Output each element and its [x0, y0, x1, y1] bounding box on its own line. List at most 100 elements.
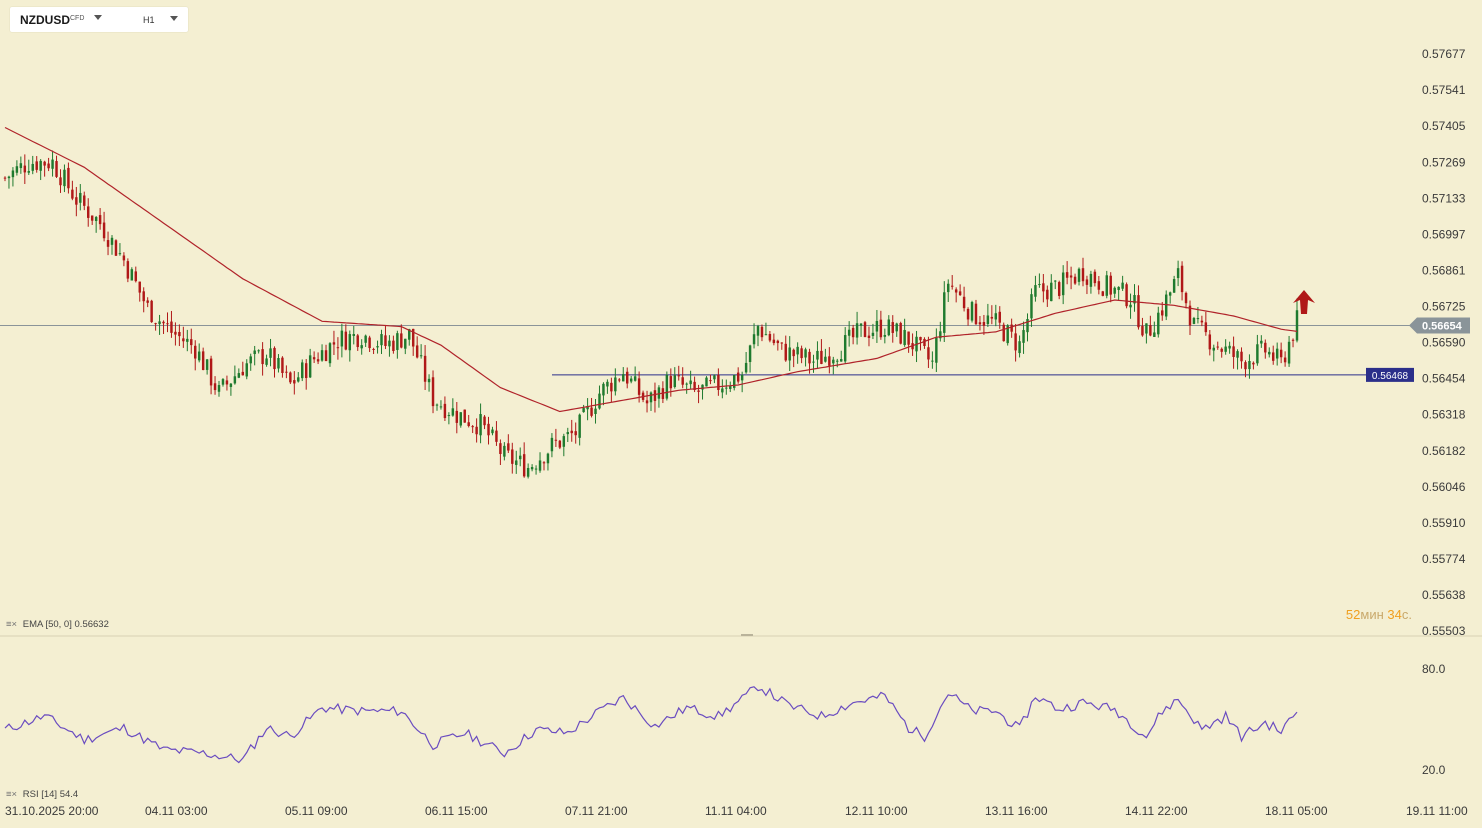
bull-candle: [883, 335, 887, 337]
bear-candle: [384, 335, 387, 346]
bear-candle: [1002, 324, 1005, 342]
bull-candle: [1256, 344, 1259, 364]
y-tick-label: 0.57405: [1422, 119, 1466, 133]
bull-candle: [1026, 318, 1029, 333]
bull-candle: [855, 323, 859, 338]
bear-candle: [55, 161, 58, 177]
bear-candle: [776, 340, 780, 344]
bear-candle: [174, 331, 177, 335]
bull-candle: [1054, 280, 1057, 282]
bear-candle: [90, 215, 94, 221]
bear-candle: [1279, 349, 1283, 358]
bull-candle: [546, 453, 550, 464]
bull-candle: [1050, 282, 1053, 302]
bear-candle: [974, 303, 978, 325]
bear-candle: [717, 374, 720, 390]
bull-candle: [725, 387, 728, 389]
bear-candle: [978, 322, 982, 325]
bear-candle: [709, 380, 712, 382]
bull-candle: [649, 392, 653, 403]
bear-candle: [966, 308, 970, 320]
bear-candle: [102, 222, 106, 239]
bull-candle: [439, 406, 443, 408]
bear-candle: [1125, 284, 1128, 307]
bull-candle: [31, 163, 34, 171]
timeframe-dropdown-chevron-icon[interactable]: [170, 16, 178, 21]
bear-candle: [792, 349, 795, 357]
bear-candle: [87, 206, 90, 218]
bull-candle: [419, 355, 423, 357]
bull-candle: [118, 253, 122, 255]
bear-candle: [570, 430, 573, 434]
bull-candle: [1192, 317, 1196, 324]
y-tick-label: 0.55503: [1422, 624, 1466, 638]
bear-candle: [134, 271, 138, 282]
bear-candle: [1093, 271, 1097, 284]
bear-candle: [610, 382, 613, 392]
bear-candle: [1141, 325, 1144, 336]
bars-icon[interactable]: ≡: [6, 619, 12, 630]
bear-candle: [126, 261, 130, 279]
bear-candle: [475, 426, 478, 435]
bull-candle: [752, 334, 756, 345]
bull-candle: [1061, 272, 1065, 296]
bull-candle: [633, 376, 637, 381]
bear-candle: [950, 285, 954, 287]
rsi-label: RSI [14]: [22, 789, 58, 800]
bull-candle: [197, 351, 201, 361]
rsi-line: [4, 686, 1298, 764]
bear-candle: [150, 300, 153, 323]
bull-candle: [740, 374, 744, 381]
bear-candle: [808, 351, 811, 364]
bear-candle: [511, 449, 514, 464]
bear-candle: [669, 376, 673, 389]
bull-candle: [895, 323, 898, 332]
x-tick-label: 31.10.2025 20:00: [5, 804, 99, 818]
bull-candle: [1117, 286, 1120, 290]
bear-candle: [1232, 346, 1235, 357]
x-tick-label: 12.11 10:00: [845, 804, 908, 818]
bear-candle: [293, 380, 296, 384]
bear-candle: [1208, 334, 1212, 350]
bear-candle: [891, 322, 894, 333]
rsi-legend: ≡× RSI [14] 54.4: [6, 789, 78, 800]
bear-candle: [400, 333, 403, 348]
rsi-value: 54.4: [59, 789, 79, 800]
bear-candle: [1200, 320, 1204, 323]
bull-candle: [970, 302, 974, 321]
y-tick-label: 0.55638: [1422, 588, 1466, 602]
candles-group: [3, 150, 1299, 479]
close-icon[interactable]: ×: [11, 619, 18, 630]
bear-candle: [122, 255, 126, 261]
bear-candle: [356, 335, 359, 348]
bull-candle: [1006, 325, 1009, 344]
bull-candle: [348, 334, 352, 351]
close-icon[interactable]: ×: [11, 789, 18, 800]
bear-candle: [209, 358, 213, 386]
symbol-dropdown-chevron-icon[interactable]: [94, 15, 102, 20]
bear-candle: [467, 422, 470, 426]
bear-candle: [67, 167, 70, 189]
bull-candle: [237, 373, 241, 378]
bear-candle: [693, 381, 696, 391]
bull-candle: [221, 379, 225, 385]
y-tick-label: 0.56861: [1422, 264, 1466, 278]
bear-candle: [182, 338, 185, 342]
symbol-selector[interactable]: NZDUSD CFD H1: [10, 7, 188, 32]
bars-icon[interactable]: ≡: [6, 789, 12, 800]
y-tick-label: 0.57677: [1422, 47, 1466, 61]
bear-candle: [542, 462, 546, 464]
bull-candle: [1038, 284, 1041, 286]
bear-candle: [285, 371, 288, 373]
bear-candle: [154, 323, 157, 325]
bull-candle: [935, 337, 938, 363]
bull-candle: [1260, 340, 1263, 344]
bear-candle: [954, 289, 958, 293]
bull-candle: [1248, 360, 1251, 370]
ema-line: [4, 126, 1298, 413]
bull-candle: [788, 347, 791, 361]
bull-candle: [530, 467, 534, 470]
bear-candle: [1184, 292, 1188, 304]
bull-candle: [249, 356, 252, 364]
